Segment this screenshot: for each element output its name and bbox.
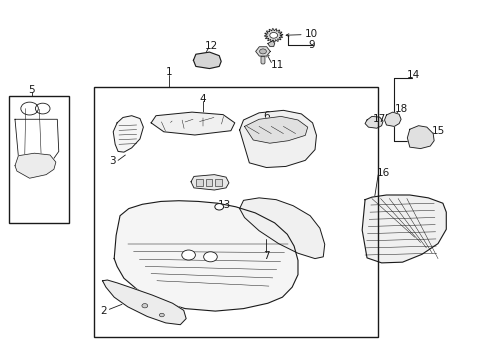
Text: 11: 11 bbox=[270, 60, 284, 70]
Circle shape bbox=[182, 250, 195, 260]
Polygon shape bbox=[365, 116, 382, 128]
Polygon shape bbox=[151, 112, 234, 135]
Text: 13: 13 bbox=[217, 200, 230, 210]
Circle shape bbox=[259, 49, 266, 54]
Text: 1: 1 bbox=[165, 67, 172, 77]
Circle shape bbox=[203, 252, 217, 262]
Bar bbox=[215, 179, 222, 186]
Polygon shape bbox=[15, 153, 56, 178]
Bar bbox=[205, 179, 212, 186]
Circle shape bbox=[214, 203, 223, 210]
Bar bbox=[196, 179, 202, 186]
Text: 9: 9 bbox=[307, 40, 314, 50]
Polygon shape bbox=[264, 28, 282, 42]
Text: 6: 6 bbox=[263, 111, 269, 121]
Circle shape bbox=[142, 303, 147, 308]
Polygon shape bbox=[362, 195, 446, 263]
Polygon shape bbox=[384, 112, 400, 126]
Text: 8: 8 bbox=[201, 179, 207, 189]
Polygon shape bbox=[407, 126, 433, 149]
Text: 15: 15 bbox=[430, 126, 444, 136]
Polygon shape bbox=[114, 201, 297, 311]
Polygon shape bbox=[191, 175, 228, 190]
Polygon shape bbox=[267, 41, 274, 46]
Text: 5: 5 bbox=[28, 85, 35, 95]
Polygon shape bbox=[102, 280, 186, 325]
Polygon shape bbox=[239, 198, 324, 258]
Text: 14: 14 bbox=[406, 70, 420, 80]
Bar bbox=[9, 96, 69, 223]
Text: 4: 4 bbox=[200, 94, 206, 104]
Text: 16: 16 bbox=[376, 168, 389, 178]
Circle shape bbox=[269, 32, 277, 38]
Text: 18: 18 bbox=[394, 104, 407, 114]
Polygon shape bbox=[255, 47, 270, 56]
Text: 7: 7 bbox=[263, 251, 269, 261]
Text: 17: 17 bbox=[372, 114, 386, 124]
Polygon shape bbox=[244, 116, 307, 143]
Bar bbox=[94, 87, 377, 337]
Polygon shape bbox=[261, 57, 264, 64]
Polygon shape bbox=[113, 116, 143, 152]
Text: 12: 12 bbox=[204, 41, 218, 51]
Polygon shape bbox=[15, 119, 59, 166]
Text: 10: 10 bbox=[305, 29, 318, 39]
Polygon shape bbox=[193, 52, 221, 68]
Circle shape bbox=[159, 313, 164, 317]
Text: 3: 3 bbox=[109, 157, 115, 166]
Text: 2: 2 bbox=[100, 306, 106, 316]
Polygon shape bbox=[239, 111, 316, 167]
